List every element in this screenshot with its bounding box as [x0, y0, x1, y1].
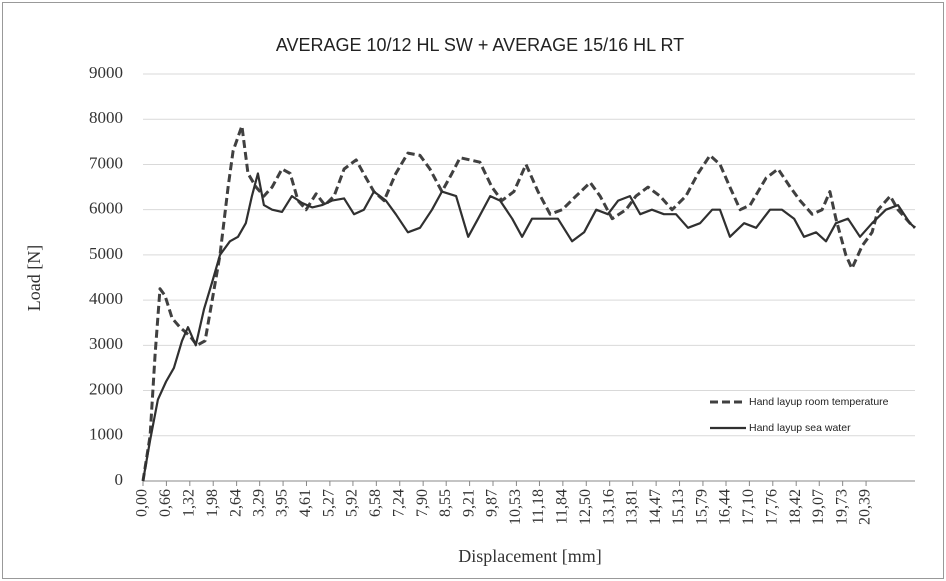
legend-label: Hand layup sea water: [749, 422, 851, 434]
y-tick-label: 9000: [89, 63, 123, 82]
y-tick-label: 8000: [89, 108, 123, 127]
y-tick-label: 3000: [89, 334, 123, 353]
x-tick-label: 13,16: [600, 489, 617, 525]
x-tick-label: 15,13: [670, 489, 687, 525]
y-tick-label: 4000: [89, 289, 123, 308]
y-axis-title: Load [N]: [24, 245, 44, 311]
x-tick-label: 8,55: [437, 489, 454, 517]
x-tick-label: 9,21: [460, 489, 477, 517]
data-line: [141, 172, 916, 482]
x-tick-label: 20,39: [857, 489, 874, 525]
x-tick-label: 6,58: [367, 489, 384, 517]
chart-title: AVERAGE 10/12 HL SW + AVERAGE 15/16 HL R…: [276, 35, 684, 55]
x-axis-title: Displacement [mm]: [458, 546, 601, 566]
x-tick-label: 10,53: [507, 489, 524, 525]
x-tick-label: 3,29: [250, 489, 267, 517]
x-tick-label: 19,73: [833, 489, 850, 525]
legend-label: Hand layup room temperature: [749, 396, 889, 408]
x-tick-label: 0,66: [157, 489, 174, 517]
y-tick-label: 0: [115, 470, 124, 489]
x-tick-label: 9,87: [484, 489, 501, 517]
x-tick-label: 7,24: [390, 489, 407, 517]
x-tick-label: 0,00: [134, 489, 151, 517]
x-tick-label: 12,50: [577, 489, 594, 525]
x-tick-label: 2,64: [227, 489, 244, 517]
x-tick-label: 7,90: [414, 489, 431, 517]
x-tick-label: 17,10: [740, 489, 757, 525]
x-tick-label: 19,07: [810, 489, 827, 525]
y-tick-label: 6000: [89, 199, 123, 218]
x-tick-label: 11,84: [554, 489, 571, 524]
x-tick-label: 18,42: [787, 489, 804, 525]
x-tick-label: 15,79: [694, 489, 711, 525]
y-tick-label: 5000: [89, 244, 123, 263]
x-tick-label: 17,76: [763, 489, 780, 525]
x-tick-label: 1,32: [180, 489, 197, 517]
y-tick-label: 7000: [89, 153, 123, 172]
x-tick-label: 5,92: [344, 489, 361, 517]
x-tick-label: 16,44: [717, 489, 734, 525]
x-tick-label: 13,81: [623, 489, 640, 525]
y-tick-label: 1000: [89, 425, 123, 444]
x-tick-label: 1,98: [204, 489, 221, 517]
x-tick-label: 4,61: [297, 489, 314, 517]
y-tick-label: 2000: [89, 379, 123, 398]
x-tick-label: 14,47: [647, 489, 664, 525]
x-tick-label: 5,27: [321, 489, 338, 517]
x-tick-label: 3,95: [274, 489, 291, 517]
x-tick-label: 11,18: [530, 489, 547, 524]
